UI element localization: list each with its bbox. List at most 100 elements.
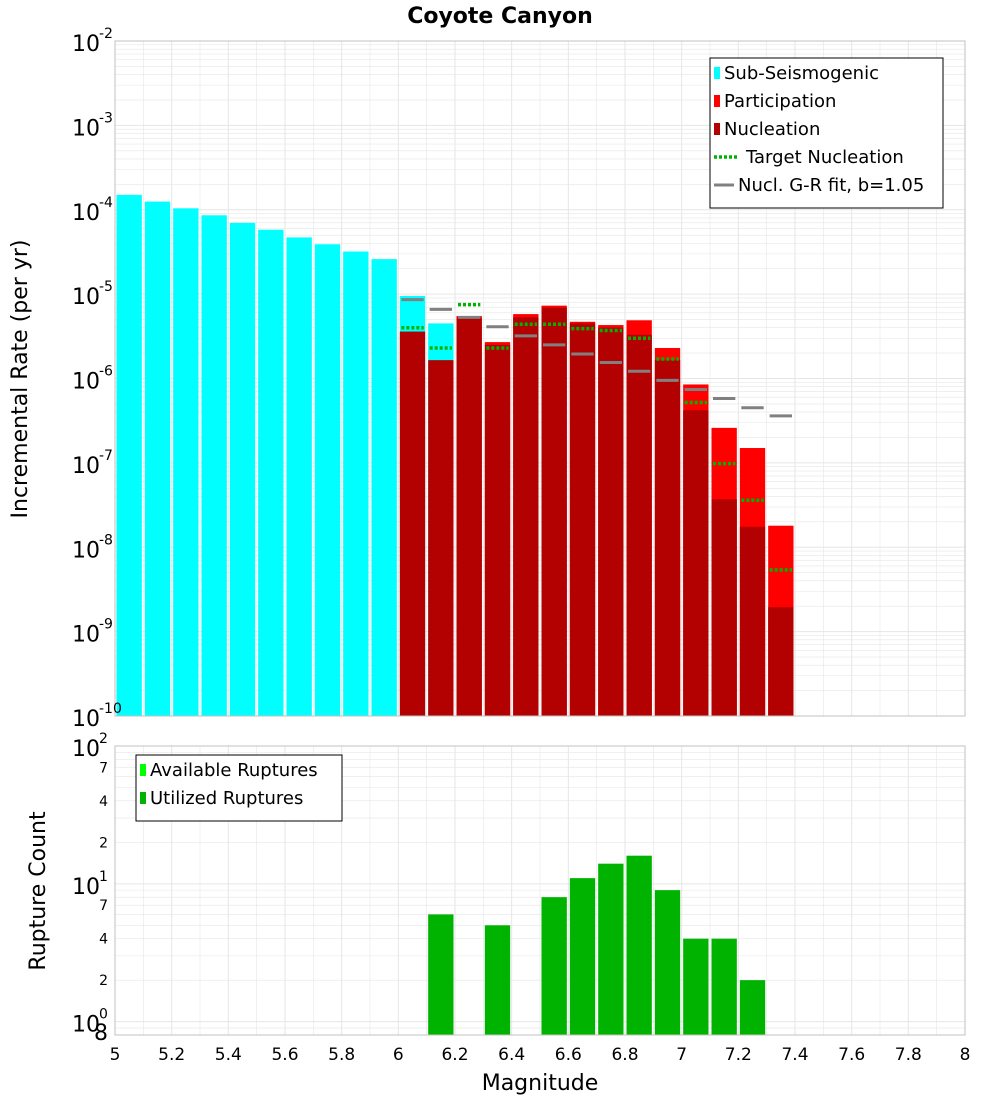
top-y-tick-exponent: -8 [99, 532, 113, 548]
sub-seismogenic-bar [286, 237, 312, 716]
x-tick-label: 7.8 [895, 1045, 922, 1065]
top-y-tick-label: 10 [72, 538, 100, 563]
sub-seismogenic-bar [173, 208, 199, 716]
bottom-y-tick-label: 10 [72, 875, 100, 900]
top-y-tick-label: 10 [72, 201, 100, 226]
bottom-legend: Available Ruptures Utilized Ruptures [135, 754, 343, 822]
utilized-ruptures-bar [598, 863, 624, 1035]
sub-seismogenic-bar [144, 201, 171, 716]
sub-seismogenic-bar [371, 259, 397, 716]
top-y-tick-exponent: -5 [99, 279, 113, 295]
nucleation-bar [399, 331, 426, 716]
utilized-ruptures-bar [428, 914, 454, 1035]
top-y-tick-label: 10 [72, 285, 100, 310]
nucleation-bar [428, 360, 454, 716]
bottom-y-minor-tick-label: 8 [94, 1021, 108, 1046]
top-y-tick-exponent: -10 [99, 701, 122, 717]
bottom-y-axis-title: Rupture Count [26, 811, 51, 971]
top-y-tick-exponent: -4 [99, 195, 113, 211]
bottom-y-tick-label: 10 [72, 737, 100, 762]
top-y-tick-exponent: -7 [99, 448, 113, 464]
utilized-ruptures-swatch [140, 792, 146, 804]
x-tick-label: 6.6 [555, 1045, 582, 1065]
bottom-y-minor-tick-label: 2 [99, 973, 108, 989]
top-y-tick-label: 10 [72, 370, 100, 395]
utilized-ruptures-bar [626, 855, 652, 1035]
top-gridlines [114, 41, 966, 717]
bottom-y-tick-exponent: 2 [99, 731, 108, 747]
utilized-ruptures-bar [541, 897, 567, 1035]
x-tick-label: 7.6 [838, 1045, 865, 1065]
sub-seismogenic-bar [229, 222, 256, 716]
sub-seismogenic-bar [314, 244, 341, 717]
target-nucleation-legend-label: Target Nucleation [745, 147, 904, 168]
bottom-y-tick-exponent: 0 [99, 1007, 108, 1023]
nucleation-bar [768, 607, 794, 716]
nucleation-bar [654, 360, 681, 716]
x-tick-label: 5.4 [215, 1045, 242, 1065]
bottom-y-minor-tick-label: 7 [99, 898, 108, 914]
nucleation-bar [484, 344, 511, 716]
bottom-y-minor-tick-label: 4 [99, 794, 108, 810]
bottom-y-tick-label: 10 [72, 1013, 100, 1038]
x-tick-label: 7.4 [781, 1045, 808, 1065]
utilized-ruptures-bar [739, 980, 766, 1035]
x-tick-label: 5.6 [271, 1045, 298, 1065]
x-tick-labels: 5 5.2 5.4 5.6 5.8 6 6.2 6.4 6.6 6.8 7 7.2 7.4 7.6 7.8 8 [110, 1045, 971, 1065]
nucleation-bar [711, 499, 737, 716]
nucleation-bar [683, 410, 709, 716]
utilized-ruptures-bar [569, 878, 596, 1035]
top-y-tick-exponent: -9 [99, 617, 113, 633]
top-y-tick-label: 10 [72, 454, 100, 479]
top-plot-border [114, 40, 966, 717]
top-y-tick-exponent: -2 [99, 26, 113, 42]
x-tick-label: 5.2 [158, 1045, 185, 1065]
top-y-tick-exponent: -3 [99, 110, 113, 126]
bottom-bars [428, 855, 766, 1035]
top-bars [116, 194, 794, 717]
utilized-ruptures-legend-label: Utilized Ruptures [150, 788, 303, 809]
utilized-ruptures-bar [711, 938, 737, 1035]
nucl-g-r-fit-b-1-05-legend-label: Nucl. G-R fit, b=1.05 [738, 175, 924, 196]
x-tick-label: 6.2 [441, 1045, 468, 1065]
top-y-tick-label: 10 [72, 32, 100, 57]
sub-seismogenic-swatch [714, 67, 720, 79]
legend-box [709, 57, 944, 209]
participation-swatch [714, 95, 720, 107]
utilized-ruptures-bar [484, 925, 511, 1035]
nucleation-bar [513, 317, 539, 716]
sub-seismogenic-bar [258, 229, 284, 717]
top-y-tick-label: 10 [72, 116, 100, 141]
x-tick-label: 5.8 [328, 1045, 355, 1065]
sub-seismogenic-legend-label: Sub-Seismogenic [724, 63, 879, 84]
top-y-tick-exponent: -6 [99, 364, 113, 380]
nucleation-bar [598, 327, 624, 716]
top-legend: Sub-Seismogenic Participation Nucleation Ta… [709, 57, 944, 209]
x-tick-label: 6 [393, 1045, 404, 1065]
utilized-ruptures-bar [683, 938, 709, 1035]
nucleation-swatch [714, 123, 720, 135]
bottom-y-minor-tick-label: 4 [99, 932, 108, 948]
sub-seismogenic-bar [116, 194, 142, 716]
top-y-tick-label: 10 [72, 707, 100, 732]
legend-box [135, 754, 343, 822]
bottom-y-minor-tick-label: 7 [99, 760, 108, 776]
top-fit-lines [401, 298, 792, 572]
top-y-axis-title: Incremental Rate (per yr) [8, 240, 33, 519]
nucleation-bar [739, 526, 766, 716]
utilized-ruptures-bar [654, 890, 681, 1035]
sub-seismogenic-bar [343, 251, 369, 716]
nucleation-bar [541, 307, 567, 716]
x-axis-title: Magnitude [482, 1071, 599, 1096]
x-tick-label: 7 [676, 1045, 687, 1065]
available-ruptures-legend-label: Available Ruptures [150, 760, 318, 781]
x-tick-label: 7.2 [725, 1045, 752, 1065]
nucleation-legend-label: Nucleation [724, 119, 820, 140]
participation-legend-label: Participation [724, 91, 836, 112]
top-y-tick-label: 10 [72, 623, 100, 648]
